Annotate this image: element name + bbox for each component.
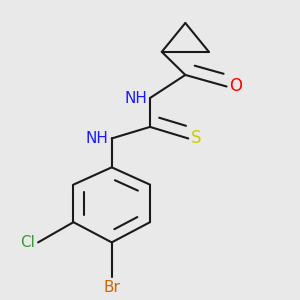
- Text: Cl: Cl: [20, 235, 35, 250]
- Text: O: O: [230, 77, 242, 95]
- Text: Br: Br: [103, 280, 120, 295]
- Text: NH: NH: [86, 131, 109, 146]
- Text: NH: NH: [124, 91, 147, 106]
- Text: S: S: [191, 130, 202, 148]
